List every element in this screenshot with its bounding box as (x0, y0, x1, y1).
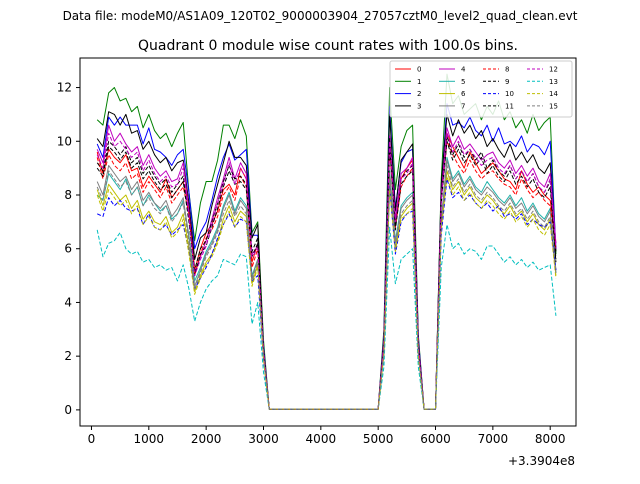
y-tick-label: 8 (64, 188, 72, 202)
legend-box (389, 60, 573, 118)
y-axis: 0 2 4 6 8 10 12 (57, 81, 80, 417)
legend-label-12: 12 (549, 66, 558, 74)
x-tick-label: 6000 (420, 432, 451, 446)
legend-label-13: 13 (549, 78, 558, 86)
x-tick-label: 5000 (363, 432, 394, 446)
legend-label-0: 0 (417, 66, 421, 74)
legend-label-3: 3 (417, 102, 421, 110)
x-tick-label: 3000 (248, 432, 279, 446)
chart-title: Quadrant 0 module wise count rates with … (138, 38, 518, 54)
legend-label-5: 5 (461, 78, 465, 86)
y-tick-label: 0 (64, 403, 72, 417)
legend-label-7: 7 (461, 102, 465, 110)
legend-label-11: 11 (505, 102, 514, 110)
x-tick-label: 7000 (478, 432, 509, 446)
y-tick-label: 2 (64, 349, 72, 363)
legend-label-8: 8 (505, 66, 509, 74)
figure-suptitle: Data file: modeM0/AS1A09_120T02_90000039… (63, 9, 578, 23)
axes-frame (79, 57, 577, 427)
x-tick-label: 0 (88, 432, 96, 446)
y-tick-label: 12 (57, 81, 72, 95)
legend-label-4: 4 (461, 66, 466, 74)
x-axis: 0 1000 2000 3000 4000 5000 6000 7000 8000 (88, 426, 566, 446)
series-line-15 (96, 164, 557, 410)
x-axis-offset-label: +3.3904e8 (508, 454, 575, 468)
legend-label-6: 6 (461, 90, 466, 98)
legend-label-1: 1 (417, 78, 421, 86)
y-tick-label: 10 (57, 134, 72, 148)
x-tick-label: 2000 (191, 432, 222, 446)
y-tick-label: 6 (64, 242, 72, 256)
legend-label-14: 14 (549, 90, 558, 98)
y-tick-label: 4 (64, 295, 72, 309)
series-layer (96, 73, 557, 410)
legend-label-15: 15 (549, 102, 558, 110)
legend-label-10: 10 (505, 90, 514, 98)
legend-label-2: 2 (417, 90, 421, 98)
x-tick-label: 1000 (134, 432, 165, 446)
x-tick-label: 4000 (306, 432, 337, 446)
series-line-9 (96, 135, 557, 410)
legend-label-9: 9 (505, 78, 509, 86)
series-line-14 (96, 175, 557, 410)
x-tick-label: 8000 (535, 432, 566, 446)
